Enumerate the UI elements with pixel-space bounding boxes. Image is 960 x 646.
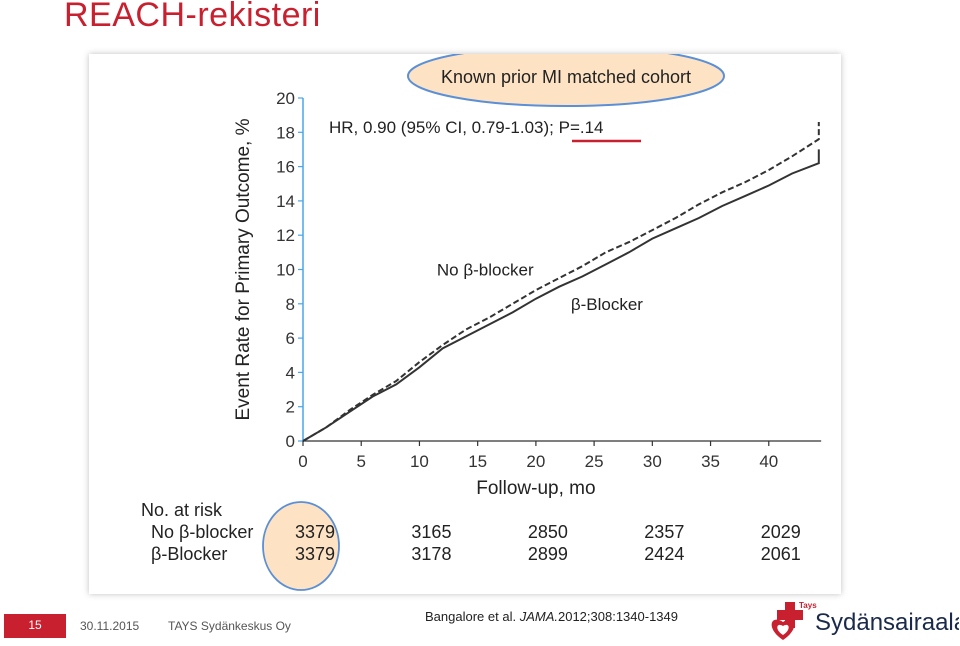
risk-value: 3379 [295,522,335,542]
y-axis-label: Event Rate for Primary Outcome, % [233,118,254,420]
chart-title: Known prior MI matched cohort [441,67,691,87]
risk-value: 3178 [411,544,451,564]
y-tick-label: 8 [286,295,295,314]
x-tick-label: 15 [468,452,487,471]
citation-details: 2012;308:1340-1349 [557,609,678,624]
y-tick-label: 14 [276,192,295,211]
x-tick-label: 0 [298,452,307,471]
heart-cross-icon [777,602,803,628]
x-tick-label: 10 [410,452,429,471]
footer-date: 30.11.2015 [80,619,140,633]
y-tick-label: 18 [276,123,295,142]
risk-value: 2899 [528,544,568,564]
y-tick-label: 4 [286,363,295,382]
x-tick-label: 35 [701,452,720,471]
x-axis-label: Follow-up, mo [476,478,595,499]
risk-value: 3379 [295,544,335,564]
risk-table-title: No. at risk [141,500,223,520]
slide-title: REACH-rekisteri [64,0,321,34]
series-line-1 [302,149,820,442]
risk-value: 2357 [644,522,684,542]
y-tick-label: 0 [286,432,295,451]
figure-panel: Known prior MI matched cohort HR, 0.90 (9… [89,45,841,594]
y-tick-label: 6 [286,329,295,348]
footer-organization: TAYS Sydänkeskus Oy [168,619,291,633]
x-tick-label: 30 [643,452,662,471]
y-tick-label: 12 [276,226,295,245]
x-tick-label: 40 [759,452,778,471]
risk-value: 3165 [411,522,451,542]
risk-highlight [262,501,340,591]
series-line-0 [302,122,820,442]
risk-value: 2850 [528,522,568,542]
series-label-0: No β-blocker [437,261,534,280]
logo-text: Sydänsairaala [815,609,959,636]
y-tick-label: 2 [286,398,295,417]
y-tick-label: 20 [276,89,295,108]
sydansairaala-logo: Tays Sydänsairaala [771,601,959,640]
x-tick-label: 20 [526,452,545,471]
hr-annotation: HR, 0.90 (95% CI, 0.79-1.03); P=.14 [329,118,604,137]
risk-row-label: No β-blocker [151,522,253,542]
page-number-badge: 15 [4,614,66,638]
x-tick-label: 5 [356,452,365,471]
y-tick-label: 16 [276,158,295,177]
risk-row-label: β-Blocker [151,544,227,564]
citation: Bangalore et al. JAMA.2012;308:1340-1349 [425,609,678,624]
citation-journal: JAMA. [519,609,558,624]
series-label-1: β-Blocker [571,295,643,314]
citation-authors: Bangalore et al. [425,609,520,624]
risk-value: 2424 [644,544,684,564]
page-number: 15 [28,618,42,632]
risk-value: 2029 [761,522,801,542]
risk-value: 2061 [761,544,801,564]
y-tick-label: 10 [276,261,295,280]
x-tick-label: 25 [585,452,604,471]
logo-small-text: Tays [799,601,817,610]
km-chart: Known prior MI matched cohort HR, 0.90 (9… [141,45,822,591]
